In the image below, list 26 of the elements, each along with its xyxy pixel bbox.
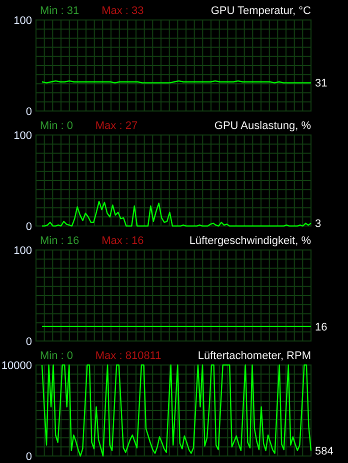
y-tick-label: 0 xyxy=(26,336,32,348)
y-tick-label: 10000 xyxy=(1,360,32,372)
chart-title: Lüftergeschwindigkeit, % xyxy=(189,234,312,247)
y-tick-label: 0 xyxy=(26,106,32,118)
text: 31 xyxy=(315,78,328,90)
line-series xyxy=(41,364,312,457)
chart-title: GPU Temperatur, °C xyxy=(210,4,312,17)
text: Max : 16 xyxy=(102,234,144,247)
y-tick-label: 0 xyxy=(26,220,32,233)
y-tick-label: 100 xyxy=(14,244,32,257)
text: Min : 31 xyxy=(40,4,80,17)
text: Min : 16 xyxy=(40,234,80,247)
text: Max : 810811 xyxy=(95,350,162,362)
chart-title: Lüftertachometer, RPM xyxy=(198,350,311,362)
text: Max : 27 xyxy=(95,120,138,132)
y-tick-label: 0 xyxy=(26,450,32,463)
chart-title: GPU Auslastung, % xyxy=(214,120,312,132)
text: 584 xyxy=(315,446,334,458)
text: 3 xyxy=(315,218,322,230)
y-tick-label: 100 xyxy=(14,14,32,27)
line-series xyxy=(41,200,312,227)
y-tick-label: 100 xyxy=(14,130,32,142)
text: Min : 0 xyxy=(40,350,74,362)
text: Max : 33 xyxy=(102,4,144,17)
text: 16 xyxy=(315,321,328,334)
text: Min : 0 xyxy=(40,120,74,132)
